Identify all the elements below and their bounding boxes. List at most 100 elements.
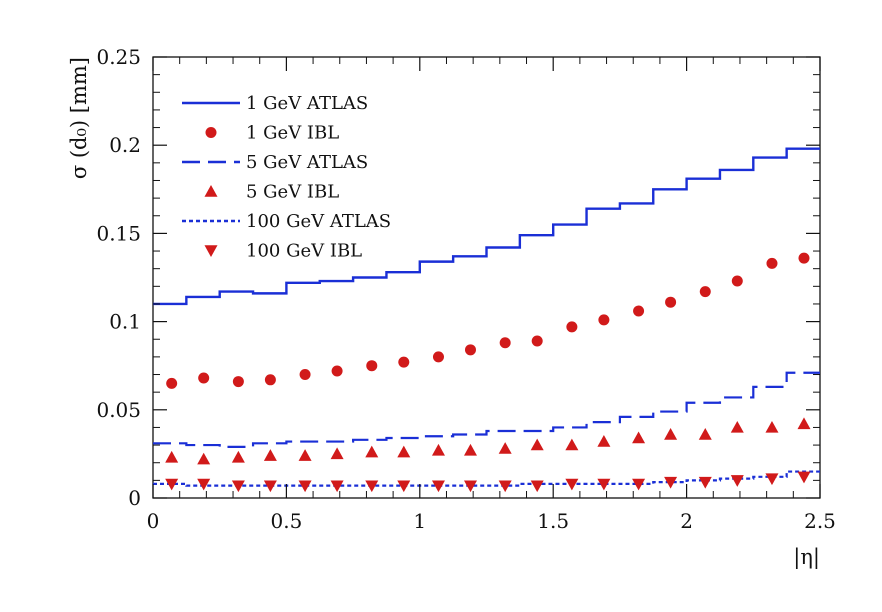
legend-label: 100 GeV ATLAS [246,211,391,232]
data-point [632,431,646,444]
data-point [597,435,611,447]
data-point [566,321,578,333]
data-point [263,449,277,461]
data-point [797,417,811,430]
data-point [431,480,445,493]
data-point [530,480,544,493]
data-point [765,473,779,486]
x-axis-label: |η| [793,545,820,570]
series-line [153,371,820,448]
data-point [530,438,544,451]
data-point [498,442,512,454]
data-point [730,475,744,487]
y-tick-label: 0.15 [96,221,141,245]
data-point [531,335,543,347]
x-tick-label: 2.5 [804,509,836,533]
data-point [464,344,476,356]
legend-label: 1 GeV ATLAS [246,93,368,114]
data-point [197,478,211,491]
data-point [165,450,179,463]
data-point [698,427,712,440]
series-0 [153,147,820,306]
data-point [330,447,344,460]
x-tick-label: 0 [147,509,160,533]
data-point [264,374,276,386]
legend-entry: 100 GeV IBL [204,241,362,262]
y-tick-label: 0.05 [96,398,141,422]
legend-entry: 100 GeV ATLAS [182,211,391,232]
legend-swatch [205,127,217,138]
data-point [431,443,445,456]
plot-frame [152,56,821,499]
data-point [499,337,511,349]
legend-label: 100 GeV IBL [246,241,362,262]
data-point [298,449,312,461]
data-point [698,476,712,489]
data-point [298,480,312,493]
legend: 1 GeV ATLAS 1 GeV IBL 5 GeV ATLAS 5 GeV IBL… [182,93,391,262]
legend-entry: 1 GeV ATLAS [182,93,368,114]
data-point [498,480,512,493]
data-point [365,480,379,493]
legend-label: 1 GeV IBL [246,123,339,144]
data-point [598,314,610,326]
series-4 [153,470,820,487]
series-3 [165,417,811,465]
data-point [231,450,245,463]
y-axis-label: σ (d₀) [mm] [67,57,91,179]
data-point [632,478,646,491]
legend-label: 5 GeV IBL [246,182,339,203]
data-point [330,480,344,493]
data-point [766,257,778,269]
series-2 [153,371,820,448]
data-point [798,252,810,264]
data-point [165,478,179,491]
data-point [397,445,411,458]
plot-area [152,56,821,499]
legend-label: 5 GeV ATLAS [246,152,368,173]
y-tick-label: 0 [128,486,141,510]
series-5 [165,471,811,493]
data-point [432,351,444,363]
data-point [331,365,343,377]
y-tick-label: 0.2 [109,133,141,157]
data-point [197,452,211,465]
legend-entry: 1 GeV IBL [205,123,339,144]
series-line [153,470,820,487]
x-tick-label: 1 [413,509,426,533]
data-point [664,476,678,489]
y-tick-label: 0.25 [96,45,141,69]
series-layer [153,147,820,493]
data-point [397,480,411,493]
data-point [198,372,210,384]
data-point [263,480,277,493]
x-tick-label: 0.5 [270,509,302,533]
data-point [463,480,477,493]
data-point [565,438,579,451]
x-tick-label: 1.5 [537,509,569,533]
axes: σ (d₀) [mm] |η| 0 0.5 1 1.5 2 2.5 0 0.05 0.1 0.15… [67,45,836,570]
data-point [299,369,311,381]
data-point [665,296,677,308]
data-point [463,443,477,456]
series-1 [166,252,810,389]
legend-swatch [204,245,218,257]
data-point [765,420,779,433]
legend-entry: 5 GeV ATLAS [182,152,368,173]
data-point [797,471,811,484]
legend-swatch [204,185,218,197]
y-tick-label: 0.1 [109,310,141,334]
legend-entry: 5 GeV IBL [204,182,339,203]
data-point [366,360,378,372]
data-point [398,356,410,368]
data-point [664,427,678,440]
data-point [699,286,711,298]
data-point [731,275,743,287]
data-point [232,376,244,388]
data-point [231,480,245,493]
data-point [365,445,379,458]
data-point [597,478,611,491]
data-point [633,305,645,317]
data-point [565,478,579,491]
